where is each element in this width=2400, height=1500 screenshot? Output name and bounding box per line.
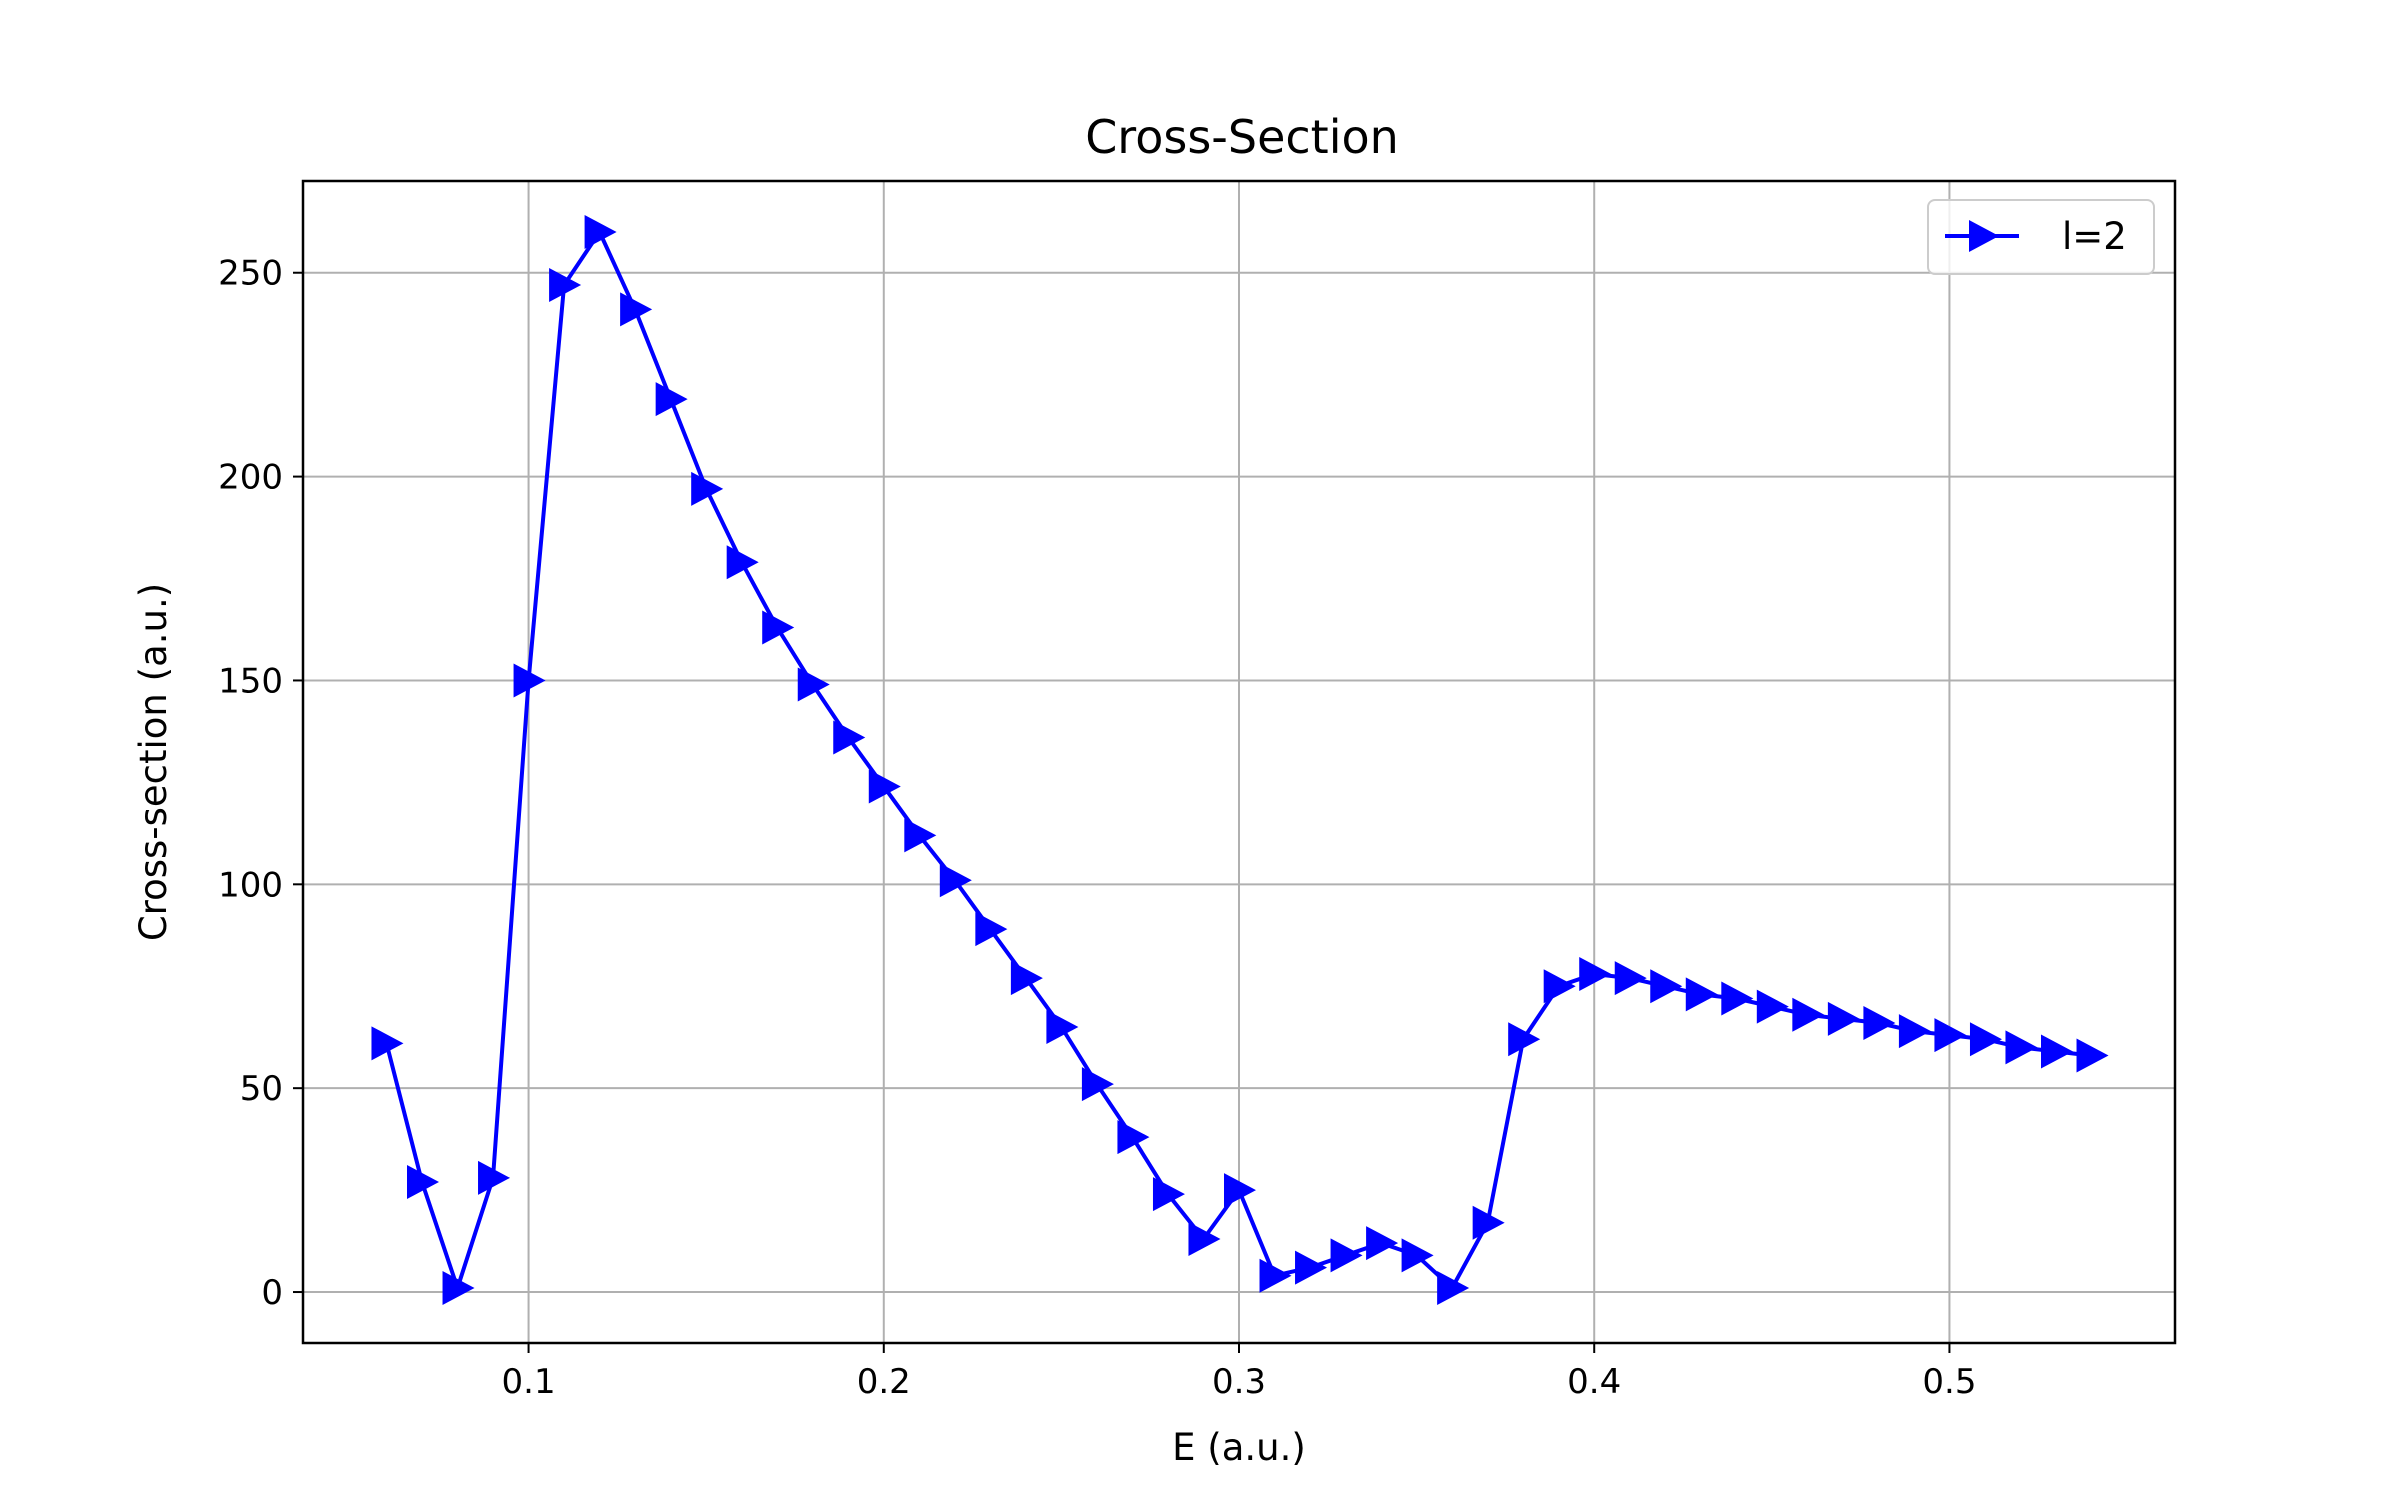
- grid: [303, 181, 2175, 1343]
- data-point: [1508, 1022, 1541, 1057]
- data-point: [797, 667, 830, 702]
- data-point: [2041, 1034, 2074, 1069]
- data-point: [904, 818, 937, 853]
- data-point: [1685, 977, 1718, 1012]
- data-point: [549, 267, 582, 302]
- data-point: [1472, 1205, 1505, 1240]
- x-tick-label: 0.4: [1567, 1362, 1621, 1402]
- data-point: [1010, 961, 1043, 996]
- y-axis-label: Cross-section (a.u.): [132, 583, 175, 941]
- x-tick-label: 0.5: [1922, 1362, 1976, 1402]
- data-point: [1188, 1222, 1221, 1257]
- data-point: [371, 1026, 404, 1061]
- data-point: [868, 769, 901, 804]
- data-point: [655, 382, 688, 417]
- data-point: [1259, 1258, 1292, 1293]
- x-tick-label: 0.2: [857, 1362, 911, 1402]
- data-point: [1295, 1250, 1328, 1285]
- data-point: [2076, 1038, 2109, 1073]
- data-point: [1934, 1018, 1967, 1053]
- data-point: [513, 663, 546, 698]
- data-point: [833, 720, 866, 755]
- chart-title: Cross-Section: [1085, 110, 1399, 164]
- data-point: [726, 545, 759, 580]
- legend-label: l=2: [2062, 215, 2127, 258]
- ticks: 0.1 0.2 0.3 0.4 0.5 0 50 100 150 200 250: [218, 254, 1976, 1402]
- data-point: [939, 863, 972, 898]
- data-point: [1401, 1238, 1434, 1273]
- data-point: [2005, 1030, 2038, 1065]
- y-tick-label: 0: [261, 1273, 283, 1313]
- x-tick-label: 0.1: [502, 1362, 556, 1402]
- data-point: [1437, 1270, 1470, 1305]
- data-point: [1046, 1010, 1079, 1045]
- data-point: [1792, 997, 1825, 1032]
- y-tick-label: 250: [218, 254, 283, 294]
- legend: l=2: [1927, 199, 2155, 275]
- data-point: [1081, 1067, 1114, 1102]
- legend-box: [1927, 199, 2155, 275]
- data-point: [620, 292, 653, 327]
- data-point: [1579, 957, 1612, 992]
- data-point: [1827, 1001, 1860, 1036]
- data-point: [1543, 969, 1576, 1004]
- data-point: [1224, 1173, 1256, 1208]
- x-axis-label: E (a.u.): [1172, 1426, 1306, 1469]
- data-point: [1969, 1022, 2002, 1057]
- data-point: [1366, 1226, 1399, 1261]
- data-point: [584, 214, 617, 249]
- data-point: [442, 1270, 475, 1305]
- y-tick-label: 50: [240, 1069, 283, 1109]
- y-tick-label: 200: [218, 458, 283, 498]
- data-point: [1898, 1014, 1931, 1049]
- x-tick-label: 0.3: [1212, 1362, 1266, 1402]
- data-point: [1330, 1238, 1363, 1273]
- data-point: [1756, 989, 1789, 1024]
- data-point: [1650, 969, 1683, 1004]
- data-point: [406, 1164, 439, 1199]
- data-point: [478, 1160, 511, 1195]
- data-point: [1117, 1120, 1150, 1155]
- data-point: [762, 610, 795, 645]
- data-point: [1152, 1177, 1185, 1212]
- data-point: [975, 912, 1008, 947]
- y-tick-label: 100: [218, 865, 283, 905]
- data-point: [1863, 1005, 1896, 1040]
- series-layer: [371, 214, 2109, 1305]
- data-point: [691, 471, 724, 506]
- data-point: [1614, 961, 1647, 996]
- y-tick-label: 150: [218, 661, 283, 701]
- data-point: [1721, 981, 1754, 1016]
- legend-marker: [1969, 220, 1999, 252]
